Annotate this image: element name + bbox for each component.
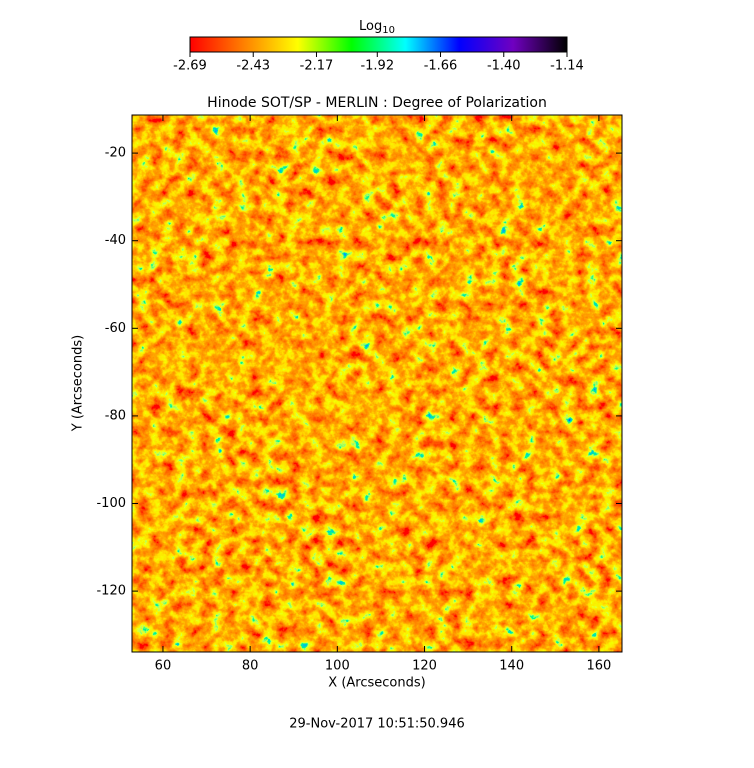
x-axis-label: X (Arcseconds)	[328, 676, 425, 691]
y-axis-label: Y (Arcseconds)	[71, 335, 86, 432]
y-tick-label: -100	[96, 496, 126, 511]
heatmap-image	[132, 115, 622, 652]
x-tick-label: 80	[242, 659, 259, 674]
colorbar-tick-label: -2.43	[236, 59, 270, 74]
colorbar-tick-label: -1.14	[550, 59, 584, 74]
y-tick-label: -60	[105, 321, 126, 336]
colorbar-tick-label: -1.40	[487, 59, 521, 74]
x-tick-label: 140	[499, 659, 524, 674]
plot-frame	[131, 114, 623, 653]
y-tick-label: -40	[105, 233, 126, 248]
x-tick-label: 160	[586, 659, 611, 674]
x-tick-label: 120	[412, 659, 437, 674]
y-tick-label: -20	[105, 146, 126, 161]
colorbar-label-subscript: 10	[382, 25, 395, 36]
y-tick-label: -80	[105, 408, 126, 423]
colorbar-label: Log10	[359, 19, 395, 37]
timestamp: 29-Nov-2017 10:51:50.946	[289, 717, 465, 732]
colorbar	[189, 36, 568, 53]
colorbar-label-text: Log	[359, 19, 382, 34]
colorbar-tick-label: -2.69	[173, 59, 207, 74]
colorbar-tick-label: -1.66	[424, 59, 458, 74]
colorbar-tick-label: -2.17	[300, 59, 334, 74]
x-tick-label: 100	[325, 659, 350, 674]
y-tick-label: -120	[96, 584, 126, 599]
colorbar-tick-label: -1.92	[360, 59, 394, 74]
x-tick-label: 60	[155, 659, 172, 674]
chart-title: Hinode SOT/SP - MERLIN : Degree of Polar…	[207, 95, 547, 111]
